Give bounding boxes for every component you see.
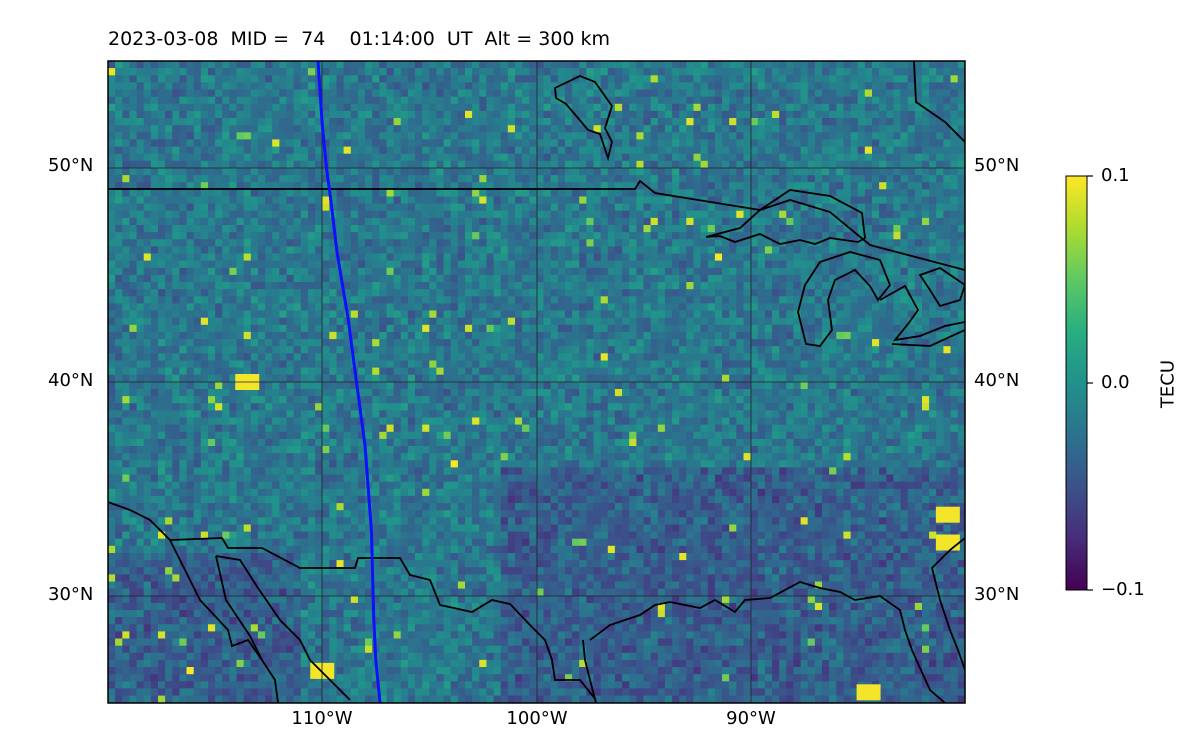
- gridlines: [108, 61, 965, 703]
- lat-label-left-30: 30°N: [48, 584, 94, 605]
- colorbar: [1065, 175, 1088, 591]
- lat-label-left-50: 50°N: [48, 155, 94, 176]
- colorbar-tick-zero: 0.0: [1101, 372, 1130, 393]
- map-title: 2023-03-08 MID = 74 01:14:00 UT Alt = 30…: [108, 28, 611, 50]
- lon-label-100w: 100°W: [506, 708, 568, 729]
- map-frame: [107, 60, 966, 704]
- tec-anomaly-patch: [935, 506, 960, 523]
- tec-anomaly-patch: [935, 534, 960, 551]
- lon-label-90w: 90°W: [726, 708, 776, 729]
- lat-label-right-50: 50°N: [974, 155, 1020, 176]
- satellite-track: [316, 61, 382, 703]
- colorbar-tick-max: 0.1: [1101, 165, 1130, 186]
- lon-label-110w: 110°W: [291, 708, 353, 729]
- lat-label-left-40: 40°N: [48, 370, 94, 391]
- colorbar-tick-min: −0.1: [1101, 579, 1145, 600]
- tec-anomaly-patch: [856, 684, 881, 701]
- tec-heatmap: [108, 61, 965, 703]
- coastlines: [108, 61, 965, 703]
- colorbar-label: TECU: [1157, 359, 1179, 409]
- lat-label-right-40: 40°N: [974, 370, 1020, 391]
- colorbar-ticks: [1087, 175, 1093, 591]
- lat-label-right-30: 30°N: [974, 584, 1020, 605]
